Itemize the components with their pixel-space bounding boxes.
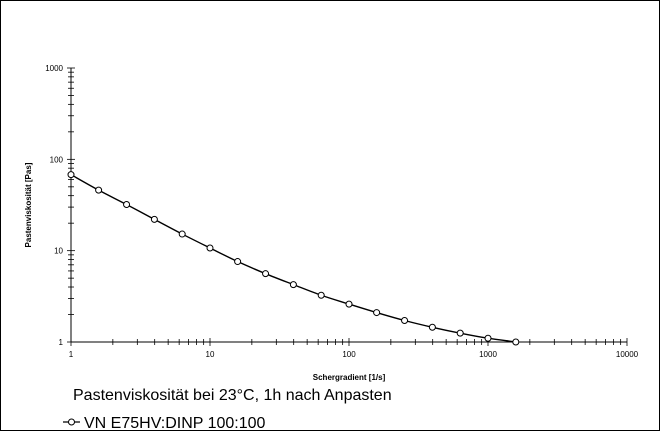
data-point [67, 171, 75, 179]
series-markers [67, 171, 520, 346]
data-point [123, 201, 131, 209]
legend: VN E75HV:DINP 100:100 [63, 415, 266, 431]
tick-labels: 1 10 100 1000 10000 1 10 100 1000 [45, 64, 638, 359]
data-point [456, 329, 464, 337]
data-point [150, 215, 158, 223]
x-tick-label: 100 [342, 350, 356, 359]
data-point [512, 338, 520, 346]
y-tick-label: 10 [54, 247, 63, 256]
data-point [317, 291, 325, 299]
data-point [289, 281, 297, 289]
data-point [345, 300, 353, 308]
y-tick-label: 100 [50, 155, 64, 164]
x-tick-label: 1 [69, 350, 74, 359]
data-point [178, 230, 186, 238]
data-point [373, 309, 381, 317]
data-point [401, 316, 409, 324]
legend-label: VN E75HV:DINP 100:100 [84, 415, 266, 431]
x-tick-label: 10 [206, 350, 215, 359]
chart-caption: Pastenviskosität bei 23°C, 1h nach Anpas… [73, 387, 392, 404]
data-point [206, 244, 214, 252]
legend-marker-swatch [68, 418, 75, 426]
x-tick-label: 10000 [616, 350, 639, 359]
y-axis-title: Pastenviskosität [Pas] [24, 162, 33, 247]
y-tick-label: 1 [59, 338, 64, 347]
y-tick-label: 1000 [45, 64, 63, 73]
x-tick-label: 1000 [479, 350, 497, 359]
data-point [484, 334, 492, 342]
data-point [428, 323, 436, 331]
data-point [95, 186, 103, 194]
x-axis-title: Schergradient [1/s] [313, 373, 386, 382]
data-point [234, 258, 242, 266]
data-point [262, 270, 270, 278]
axes [67, 67, 628, 346]
